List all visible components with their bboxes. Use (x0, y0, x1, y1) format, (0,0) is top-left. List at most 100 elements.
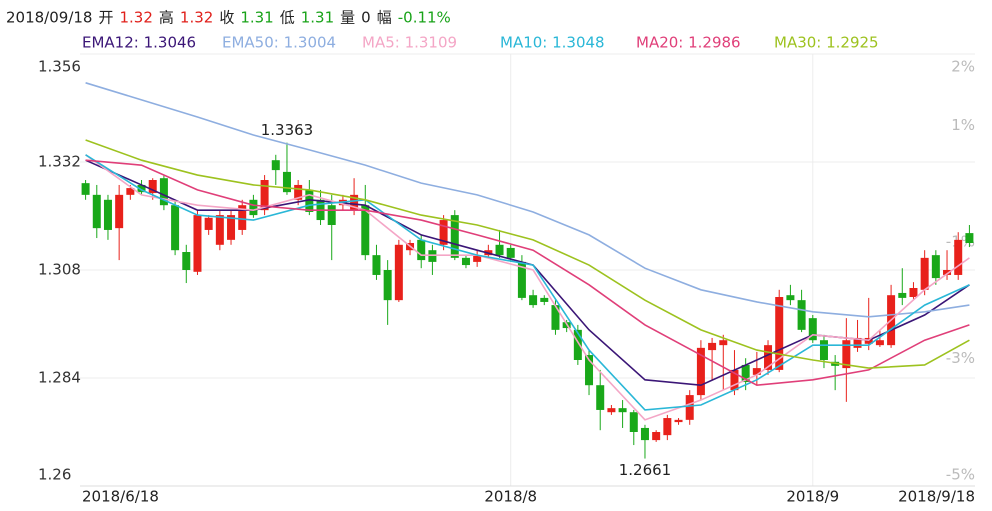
candle-body (551, 305, 560, 330)
header-item: 1.32 (119, 9, 152, 27)
candle-body (708, 342, 717, 351)
candle-body (752, 368, 761, 375)
y2-tick-label: -3% (946, 349, 975, 367)
candle-body (361, 205, 370, 256)
y-tick-label: 1.284 (38, 369, 81, 387)
x-tick-label: 2018/9/18 (898, 488, 975, 506)
legend-entry: EMA12: 1.3046 (82, 34, 196, 52)
header-item: 量 (340, 9, 355, 27)
candle-body (495, 244, 504, 256)
candle-body (260, 180, 269, 211)
candle-body (215, 215, 224, 245)
candle-body (148, 180, 157, 194)
x-tick-label: 2018/9 (786, 488, 839, 506)
candle-body (943, 270, 952, 275)
y-tick-label: 1.26 (38, 466, 71, 484)
candle-body (428, 250, 437, 262)
header-item: 1.31 (301, 9, 334, 27)
candle-body (696, 347, 705, 396)
candle-body (540, 297, 549, 302)
candle-body (931, 255, 940, 279)
x-tick-label: 2018/8 (484, 488, 537, 506)
ma-line (85, 159, 970, 387)
candle-body (640, 427, 649, 441)
legend-entry: MA10: 1.3048 (500, 34, 605, 52)
candle-body (920, 257, 929, 290)
y-tick-label: 1.332 (38, 153, 81, 171)
candle-body (529, 295, 538, 306)
candle-body (372, 255, 381, 275)
y-tick-label: 1.308 (38, 261, 81, 279)
candle-body (137, 184, 146, 193)
candle-body (797, 300, 806, 330)
candle-body (461, 257, 470, 266)
header-item: 开 (98, 9, 113, 27)
header-item: 0 (361, 9, 371, 27)
candle-body (238, 205, 247, 230)
y2-tick-label: 2% (951, 58, 975, 76)
candle-body (439, 220, 448, 245)
candle-body (227, 215, 236, 240)
header-item: 低 (280, 9, 295, 27)
candle-body (741, 364, 750, 383)
legend-entry: MA5: 1.3109 (362, 34, 457, 52)
candle-body (909, 288, 918, 297)
candle-body (652, 432, 661, 441)
candle-body (819, 340, 828, 360)
candle-body (350, 194, 359, 211)
candle-body (775, 297, 784, 370)
annotation: 1.2661 (619, 461, 672, 479)
candle-body (607, 408, 616, 413)
candle-body (506, 247, 515, 258)
y2-tick-label: -5% (946, 466, 975, 484)
ma-line (85, 154, 970, 411)
candle-body (327, 205, 336, 225)
candle-body (719, 340, 728, 346)
candle-body (249, 199, 258, 216)
candle-body (685, 395, 694, 420)
candle-body (450, 215, 459, 258)
y2-tick-label: 1% (951, 116, 975, 134)
ma-line (85, 82, 970, 318)
candle-body (674, 419, 683, 423)
header-item: 高 (159, 9, 174, 27)
candle-body (517, 261, 526, 298)
candle-body (875, 340, 884, 346)
candle-body (282, 171, 291, 193)
candle-body (573, 329, 582, 360)
candle-body (629, 412, 638, 432)
candle-body (394, 244, 403, 301)
ma-line (85, 154, 970, 421)
candle-body (730, 369, 739, 391)
header-item: 幅 (377, 9, 392, 27)
candle-body (954, 239, 963, 275)
x-tick-label: 2018/6/18 (82, 488, 159, 506)
candle-body (193, 215, 202, 272)
candle-body (853, 337, 862, 348)
candle-body (842, 340, 851, 369)
candle-body (159, 178, 168, 206)
header-item: 2018/09/18 (6, 9, 92, 27)
candle-body (786, 295, 795, 301)
candle-body (126, 188, 135, 195)
ma-line (85, 159, 970, 387)
candle-body (81, 183, 90, 195)
candle-body (305, 189, 314, 212)
legend-entry: MA20: 1.2986 (636, 34, 741, 52)
candle-body (417, 239, 426, 261)
legend-entry: MA30: 1.2925 (774, 34, 879, 52)
candle-body (182, 252, 191, 270)
candle-body (596, 385, 605, 410)
candle-body (473, 255, 482, 262)
legend-entry: EMA50: 1.3004 (222, 34, 336, 52)
candle-body (271, 160, 280, 171)
header-item: 1.32 (180, 9, 213, 27)
candle-body (898, 292, 907, 298)
candle-body (965, 233, 974, 243)
candle-body (663, 418, 672, 436)
annotation: 1.3363 (261, 121, 314, 139)
header-item: 1.31 (240, 9, 273, 27)
header-item: 收 (219, 9, 234, 27)
candle-body (764, 345, 773, 370)
candle-body (294, 184, 303, 200)
